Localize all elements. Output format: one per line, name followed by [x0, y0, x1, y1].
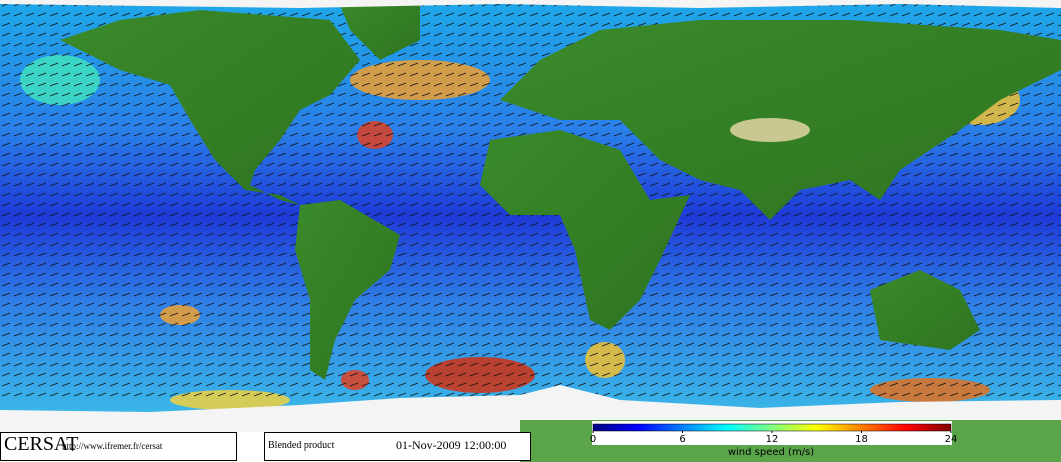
product: Blended product	[268, 440, 335, 451]
colorbar-tick-label: 24	[945, 434, 958, 445]
logo: CERSAT	[4, 433, 78, 455]
colorbar-tick-label: 12	[766, 434, 779, 445]
logo-box	[0, 432, 237, 461]
colorbar	[592, 423, 952, 432]
colorbar-tick-label: 18	[855, 434, 868, 445]
info-box	[264, 432, 531, 461]
colorbar-label: wind speed (m/s)	[728, 447, 814, 458]
continents	[60, 0, 1061, 380]
url: http://www.ifremer.fr/cersat	[62, 441, 163, 451]
plateau	[730, 118, 810, 142]
date: 01-Nov-2009 12:00:00	[396, 438, 506, 452]
colorbar-tick-label: 0	[590, 434, 596, 445]
arctic-ice	[0, 0, 1061, 8]
colorbar-tick-label: 6	[679, 434, 685, 445]
